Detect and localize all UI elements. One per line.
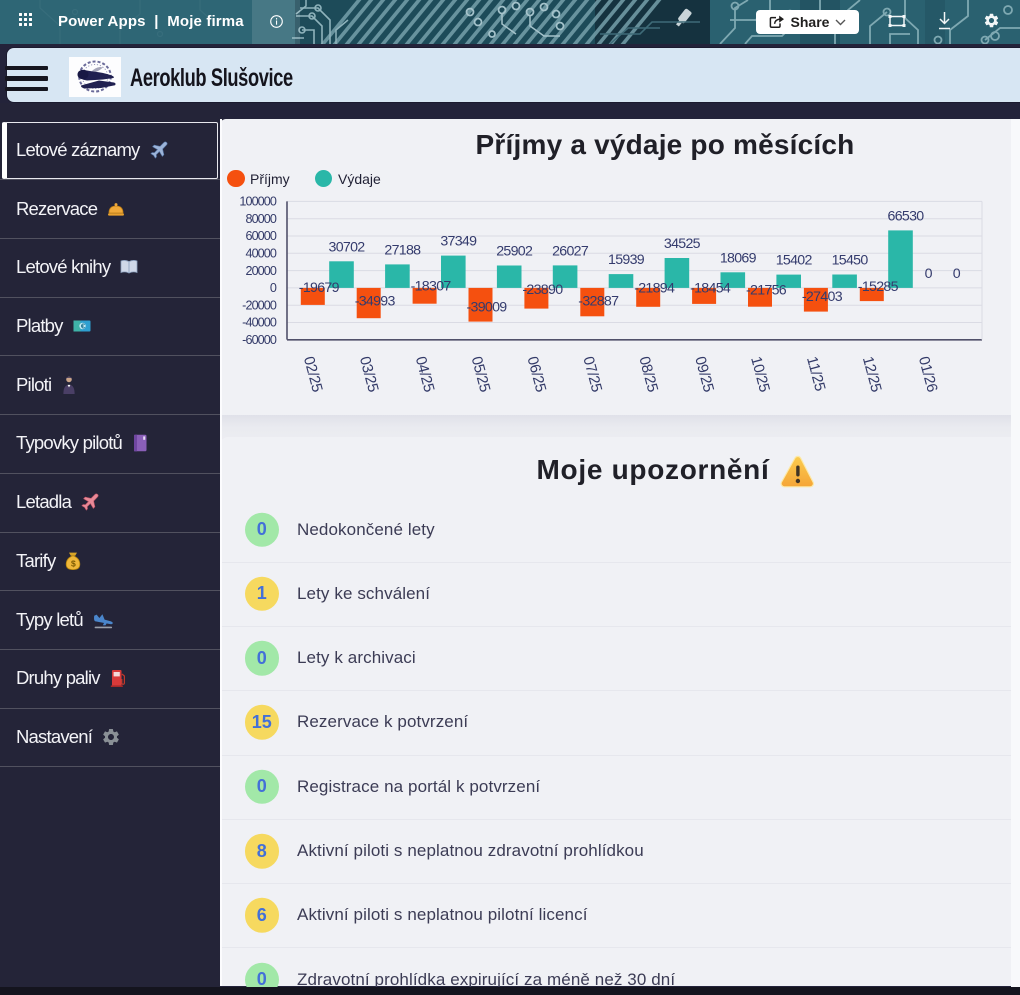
svg-text:-27403: -27403 — [802, 289, 843, 305]
svg-text:-18307: -18307 — [411, 278, 452, 294]
svg-text:100000: 100000 — [239, 194, 277, 208]
svg-text:18069: 18069 — [720, 250, 757, 266]
svg-text:-60000: -60000 — [242, 333, 277, 347]
svg-text:-15285: -15285 — [858, 279, 899, 295]
svg-text:-19679: -19679 — [299, 280, 340, 296]
svg-text:25902: 25902 — [496, 243, 533, 259]
svg-text:27188: 27188 — [384, 242, 421, 258]
svg-text:01/26: 01/26 — [915, 354, 941, 393]
svg-text:15450: 15450 — [832, 252, 869, 268]
svg-text:80000: 80000 — [245, 211, 276, 225]
svg-text:-39009: -39009 — [467, 299, 508, 315]
svg-text:-40000: -40000 — [242, 315, 277, 329]
svg-text:09/25: 09/25 — [691, 354, 717, 393]
svg-text:60000: 60000 — [245, 229, 276, 243]
svg-text:37349: 37349 — [440, 233, 477, 249]
svg-text:66530: 66530 — [888, 208, 925, 224]
svg-text:-18454: -18454 — [690, 280, 731, 296]
svg-text:0: 0 — [270, 281, 277, 295]
svg-text:08/25: 08/25 — [635, 354, 661, 393]
svg-text:0: 0 — [953, 265, 961, 281]
svg-text:-21756: -21756 — [746, 282, 787, 298]
svg-text:07/25: 07/25 — [579, 354, 605, 393]
svg-text:04/25: 04/25 — [412, 354, 438, 393]
svg-text:05/25: 05/25 — [468, 354, 494, 393]
svg-text:-34993: -34993 — [355, 293, 396, 309]
svg-text:15402: 15402 — [776, 252, 813, 268]
svg-text:20000: 20000 — [245, 263, 276, 277]
svg-text:-23890: -23890 — [522, 282, 563, 298]
svg-text:12/25: 12/25 — [859, 354, 885, 393]
svg-text:0: 0 — [925, 265, 933, 281]
svg-text:€: € — [80, 322, 85, 331]
svg-text:34525: 34525 — [664, 236, 701, 252]
svg-text:15939: 15939 — [608, 252, 645, 268]
svg-text:06/25: 06/25 — [524, 354, 550, 393]
svg-text:03/25: 03/25 — [356, 354, 382, 393]
svg-text:-32887: -32887 — [578, 293, 619, 309]
svg-text:26027: 26027 — [552, 243, 589, 259]
svg-text:30702: 30702 — [329, 239, 366, 255]
svg-text:-20000: -20000 — [242, 298, 277, 312]
svg-text:10/25: 10/25 — [747, 354, 773, 393]
svg-text:-21894: -21894 — [634, 280, 675, 296]
svg-text:40000: 40000 — [245, 246, 276, 260]
svg-text:02/25: 02/25 — [300, 354, 326, 393]
svg-text:$: $ — [71, 558, 76, 568]
svg-text:11/25: 11/25 — [803, 354, 828, 392]
